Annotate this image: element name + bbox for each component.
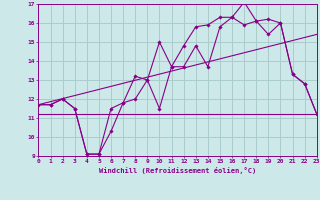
X-axis label: Windchill (Refroidissement éolien,°C): Windchill (Refroidissement éolien,°C) (99, 167, 256, 174)
